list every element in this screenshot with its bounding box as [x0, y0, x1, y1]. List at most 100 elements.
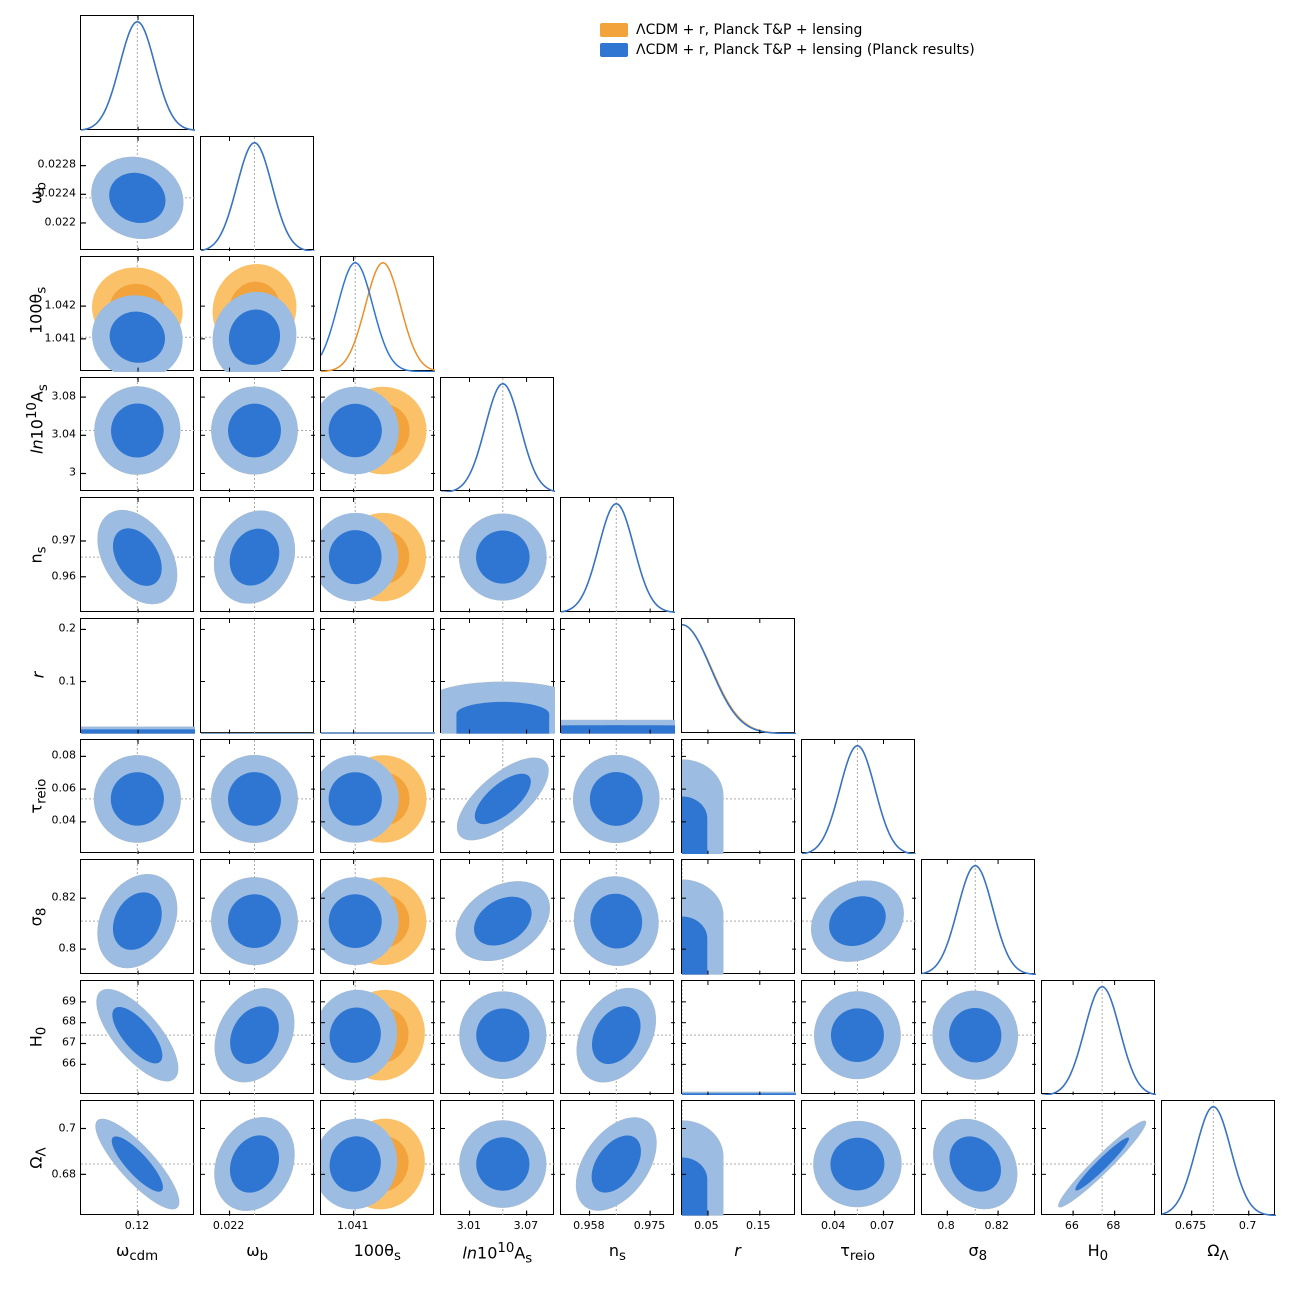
contour-cell-w_b-vs-w_cdm	[80, 136, 194, 251]
contour-cell-tau-vs-w_cdm	[80, 739, 194, 854]
xtick-label: 0.04	[821, 1219, 846, 1232]
contour-cell-sigma8-vs-100ts	[320, 859, 434, 974]
diag-cell-r	[681, 618, 795, 733]
legend: ΛCDM + r, Planck T&P + lensing ΛCDM + r, …	[600, 22, 975, 62]
ytick-label: 0.0228	[16, 158, 76, 171]
contour-cell-sigma8-vs-tau	[801, 859, 915, 974]
x-axis-label-w_b: ωb	[246, 1241, 268, 1264]
diag-cell-lnAs	[440, 377, 554, 492]
corner-plot: 0.0220.02240.02281.0411.04233.043.080.96…	[0, 0, 1290, 1289]
contour-cell-n_s-vs-100ts	[320, 497, 434, 612]
contour-cell-tau-vs-w_b	[200, 739, 314, 854]
xtick-label: 66	[1065, 1219, 1079, 1232]
legend-label: ΛCDM + r, Planck T&P + lensing (Planck r…	[636, 42, 975, 58]
xtick-label: 3.07	[514, 1219, 539, 1232]
ytick-label: 66	[16, 1057, 76, 1070]
xtick-label: 1.041	[337, 1219, 369, 1232]
y-axis-label-H0: H0	[26, 1017, 49, 1057]
xtick-label: 0.022	[213, 1219, 245, 1232]
contour-cell-100ts-vs-w_cdm	[80, 256, 194, 371]
diag-cell-OmegaL	[1161, 1100, 1275, 1215]
contour-cell-lnAs-vs-w_cdm	[80, 377, 194, 492]
diag-cell-sigma8	[921, 859, 1035, 974]
xtick-label: 0.975	[634, 1219, 666, 1232]
x-axis-label-OmegaL: ΩΛ	[1207, 1241, 1228, 1264]
contour-cell-H0-vs-r	[681, 980, 795, 1095]
ytick-label: 0.8	[16, 942, 76, 955]
ytick-label: 0.7	[16, 1121, 76, 1134]
contour-cell-n_s-vs-w_cdm	[80, 497, 194, 612]
contour-cell-OmegaL-vs-r	[681, 1100, 795, 1215]
y-axis-label-r: r	[29, 655, 48, 695]
contour-cell-H0-vs-n_s	[560, 980, 674, 1095]
xtick-label: 0.7	[1239, 1219, 1257, 1232]
xtick-label: 0.07	[870, 1219, 895, 1232]
x-axis-label-w_cdm: ωcdm	[116, 1241, 158, 1264]
contour-cell-OmegaL-vs-100ts	[320, 1100, 434, 1215]
contour-cell-OmegaL-vs-lnAs	[440, 1100, 554, 1215]
x-axis-label-lnAs: ln1010As	[462, 1241, 532, 1267]
contour-cell-OmegaL-vs-sigma8	[921, 1100, 1035, 1215]
y-axis-label-100ts: 100θs	[26, 294, 49, 334]
y-axis-label-lnAs: ln1010As	[25, 414, 51, 454]
contour-cell-H0-vs-lnAs	[440, 980, 554, 1095]
y-axis-label-tau: τreio	[26, 776, 49, 816]
legend-swatch	[600, 23, 628, 37]
x-axis-label-100ts: 100θs	[354, 1241, 401, 1264]
legend-item: ΛCDM + r, Planck T&P + lensing (Planck r…	[600, 42, 975, 58]
ytick-label: 0.022	[16, 215, 76, 228]
contour-cell-100ts-vs-w_b	[200, 256, 314, 371]
xtick-label: 0.15	[746, 1219, 771, 1232]
contour-cell-OmegaL-vs-H0	[1041, 1100, 1155, 1215]
contour-cell-n_s-vs-lnAs	[440, 497, 554, 612]
x-axis-label-H0: H0	[1088, 1241, 1109, 1264]
ytick-label: 0.08	[16, 748, 76, 761]
y-axis-label-sigma8: σ8	[26, 897, 49, 937]
diag-cell-H0	[1041, 980, 1155, 1095]
contour-cell-tau-vs-n_s	[560, 739, 674, 854]
contour-cell-n_s-vs-w_b	[200, 497, 314, 612]
contour-cell-r-vs-w_b	[200, 618, 314, 733]
contour-cell-H0-vs-w_b	[200, 980, 314, 1095]
xtick-label: 0.958	[573, 1219, 605, 1232]
contour-cell-r-vs-w_cdm	[80, 618, 194, 733]
contour-cell-tau-vs-100ts	[320, 739, 434, 854]
contour-cell-sigma8-vs-w_b	[200, 859, 314, 974]
diag-cell-n_s	[560, 497, 674, 612]
xtick-label: 0.82	[985, 1219, 1010, 1232]
contour-cell-OmegaL-vs-w_b	[200, 1100, 314, 1215]
contour-cell-r-vs-lnAs	[440, 618, 554, 733]
ytick-label: 69	[16, 994, 76, 1007]
x-axis-label-n_s: ns	[609, 1241, 626, 1264]
x-axis-label-r: r	[734, 1241, 741, 1260]
legend-swatch	[600, 43, 628, 57]
contour-cell-H0-vs-tau	[801, 980, 915, 1095]
contour-cell-sigma8-vs-lnAs	[440, 859, 554, 974]
contour-cell-r-vs-100ts	[320, 618, 434, 733]
diag-cell-100ts	[320, 256, 434, 371]
contour-cell-sigma8-vs-w_cdm	[80, 859, 194, 974]
diag-cell-tau	[801, 739, 915, 854]
y-axis-label-OmegaL: ΩΛ	[26, 1138, 49, 1178]
xtick-label: 0.05	[694, 1219, 719, 1232]
xtick-label: 0.8	[937, 1219, 955, 1232]
legend-label: ΛCDM + r, Planck T&P + lensing	[636, 22, 862, 38]
contour-cell-lnAs-vs-100ts	[320, 377, 434, 492]
xtick-label: 3.01	[457, 1219, 482, 1232]
contour-cell-H0-vs-100ts	[320, 980, 434, 1095]
contour-cell-sigma8-vs-r	[681, 859, 795, 974]
xtick-label: 68	[1106, 1219, 1120, 1232]
contour-cell-OmegaL-vs-tau	[801, 1100, 915, 1215]
diag-cell-w_cdm	[80, 15, 194, 130]
contour-cell-OmegaL-vs-n_s	[560, 1100, 674, 1215]
diag-cell-w_b	[200, 136, 314, 251]
contour-cell-OmegaL-vs-w_cdm	[80, 1100, 194, 1215]
contour-cell-H0-vs-sigma8	[921, 980, 1035, 1095]
contour-cell-r-vs-n_s	[560, 618, 674, 733]
contour-cell-sigma8-vs-n_s	[560, 859, 674, 974]
xtick-label: 0.675	[1175, 1219, 1207, 1232]
contour-cell-tau-vs-r	[681, 739, 795, 854]
y-axis-label-w_b: ωb	[26, 173, 49, 213]
contour-cell-tau-vs-lnAs	[440, 739, 554, 854]
ytick-label: 0.2	[16, 622, 76, 635]
